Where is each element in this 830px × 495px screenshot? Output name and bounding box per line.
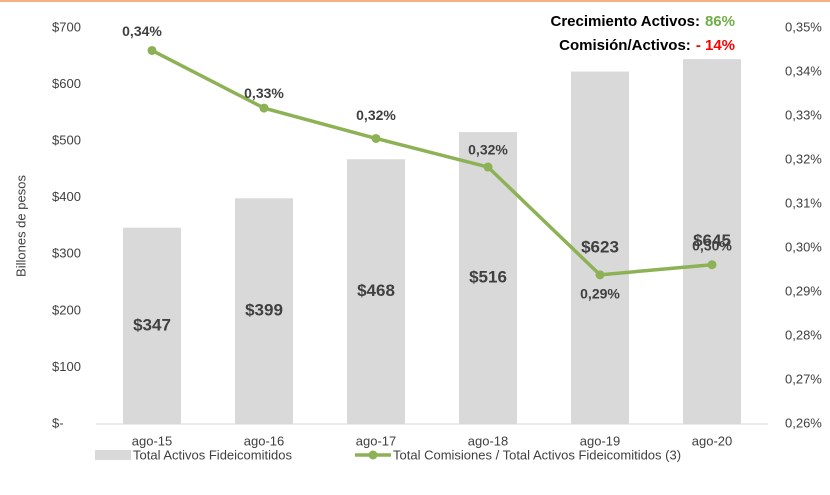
line-value-label: 0,33% xyxy=(244,85,284,101)
x-tick-label: ago-17 xyxy=(356,433,396,448)
line-value-label: 0,32% xyxy=(468,142,508,158)
line-marker xyxy=(595,270,605,280)
legend-label: Total Activos Fideicomitidos xyxy=(133,447,292,462)
y-tick-label: $400 xyxy=(52,189,81,204)
bar-value-label: $623 xyxy=(581,237,619,256)
annotation-highlight: 86% xyxy=(705,13,735,30)
y2-tick-label: 0,26% xyxy=(785,415,822,430)
y2-tick-label: 0,29% xyxy=(785,283,822,298)
legend-label: Total Comisiones / Total Activos Fideico… xyxy=(393,447,681,462)
bar-value-label: $347 xyxy=(133,315,171,334)
line-value-label: 0,29% xyxy=(580,286,620,302)
bar-value-label: $468 xyxy=(357,281,395,300)
y-axis-label: Billones de pesos xyxy=(13,175,28,277)
y2-tick-label: 0,33% xyxy=(785,107,822,122)
y-tick-label: $300 xyxy=(52,246,81,261)
bar xyxy=(347,159,405,424)
x-tick-label: ago-16 xyxy=(244,433,284,448)
bar xyxy=(235,198,293,424)
annotation: Crecimiento Activos: 86% xyxy=(550,13,735,30)
bar-value-label: $516 xyxy=(469,268,507,287)
x-tick-label: ago-19 xyxy=(580,433,620,448)
line-marker xyxy=(483,162,493,172)
annotation-highlight: - 14% xyxy=(696,37,735,54)
x-tick-label: ago-20 xyxy=(692,433,732,448)
bar xyxy=(123,227,181,424)
bar xyxy=(571,71,629,424)
bar-value-label: $645 xyxy=(693,231,731,250)
line-value-label: 0,32% xyxy=(356,107,396,123)
annotation-text: Comisión/Activos: xyxy=(559,37,691,54)
y2-tick-label: 0,35% xyxy=(785,19,822,34)
line-marker xyxy=(707,260,717,270)
legend-marker xyxy=(368,450,378,460)
y2-tick-label: 0,28% xyxy=(785,327,822,342)
line-marker xyxy=(259,103,269,113)
bar xyxy=(459,132,517,424)
y-tick-label: $700 xyxy=(52,19,81,34)
y-tick-label: $200 xyxy=(52,302,81,317)
y-tick-label: $100 xyxy=(52,359,81,374)
y-tick-label: $600 xyxy=(52,76,81,91)
bar-value-label: $399 xyxy=(245,301,283,320)
legend-swatch xyxy=(95,450,131,460)
annotation-text: Crecimiento Activos: xyxy=(550,13,699,30)
y2-tick-label: 0,27% xyxy=(785,371,822,386)
y2-tick-label: 0,31% xyxy=(785,195,822,210)
line-marker xyxy=(147,45,157,55)
line-value-label: 0,30% xyxy=(692,237,732,253)
bar xyxy=(683,59,741,424)
y2-tick-label: 0,34% xyxy=(785,63,822,78)
y2-tick-label: 0,30% xyxy=(785,239,822,254)
annotation: Comisión/Activos: - 14% xyxy=(559,37,735,54)
y-tick-label: $500 xyxy=(52,133,81,148)
x-tick-label: ago-15 xyxy=(132,433,172,448)
line xyxy=(151,48,713,277)
line-value-label: 0,34% xyxy=(122,23,162,39)
x-tick-label: ago-18 xyxy=(468,433,508,448)
line-marker xyxy=(371,133,381,143)
top-border xyxy=(0,0,830,2)
y-tick-label: $- xyxy=(52,415,64,430)
y2-tick-label: 0,32% xyxy=(785,151,822,166)
